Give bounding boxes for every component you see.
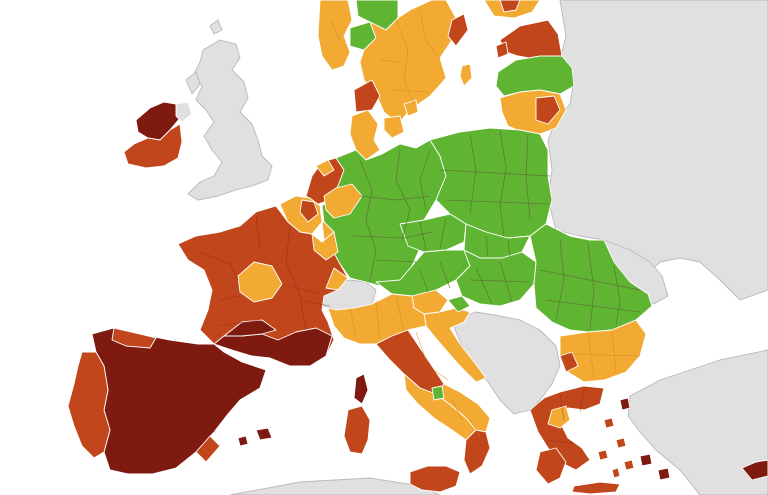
bulgaria-internal-borders	[565, 331, 641, 379]
region-turkey	[627, 349, 768, 495]
region-romania	[529, 223, 653, 333]
region-great-britain	[187, 39, 273, 201]
region-estonia	[499, 19, 563, 61]
region-portugal	[67, 351, 111, 459]
region-france-southwest-2	[223, 319, 277, 337]
region-estonia-island	[495, 41, 509, 59]
region-greece-crete	[571, 481, 621, 495]
region-cyprus-hint	[741, 459, 768, 481]
region-sardinia	[343, 405, 371, 455]
greece-internal-borders	[547, 389, 585, 445]
region-north-africa	[229, 477, 441, 495]
region-northern-ireland	[175, 101, 193, 123]
region-denmark-islands	[383, 99, 419, 139]
region-norway-south	[317, 0, 353, 71]
region-ireland-southeast	[123, 123, 183, 169]
spain-internal-borders	[107, 345, 231, 467]
region-italy-south-red	[463, 429, 491, 475]
region-hungary	[455, 249, 537, 307]
region-spain-north-red	[111, 327, 157, 349]
region-scotland-islands	[185, 19, 223, 95]
region-italy-north	[327, 293, 427, 345]
region-greece-orange	[547, 405, 571, 429]
region-sweden-east	[447, 13, 469, 47]
region-germany-orange	[323, 183, 363, 219]
region-france-east-orange	[325, 267, 349, 291]
central-internal-borders	[419, 217, 531, 305]
italy-internal-borders	[349, 295, 481, 437]
region-denmark-north	[353, 79, 381, 113]
region-finland-red	[499, 0, 521, 13]
region-belgium-red	[299, 199, 319, 223]
region-denmark	[349, 109, 381, 161]
region-lithuania-red	[535, 95, 561, 125]
region-france-northeast-orange	[311, 231, 339, 261]
region-greece-peloponnese	[535, 447, 567, 485]
region-france-centre	[237, 261, 283, 303]
region-balearic	[237, 427, 273, 447]
region-czechia	[399, 213, 467, 253]
scandinavia-internal-borders	[329, 9, 441, 105]
region-corsica	[353, 373, 369, 405]
germany-internal-borders	[351, 149, 433, 283]
region-croatia-green	[447, 295, 471, 313]
region-bulgaria-red	[559, 351, 579, 373]
region-italy-green	[431, 385, 445, 401]
region-greece-islands	[597, 417, 635, 479]
region-spain-southeast-red	[195, 435, 221, 463]
region-netherlands-orange	[315, 159, 335, 177]
region-sweden-south	[359, 0, 457, 125]
france-internal-borders	[199, 215, 331, 331]
region-greece-islands-dark	[619, 397, 671, 481]
region-latvia	[495, 55, 575, 97]
region-sicily	[409, 465, 461, 493]
romania-internal-borders	[539, 239, 641, 331]
poland-internal-borders	[439, 129, 551, 237]
region-sweden-gotland	[459, 63, 473, 87]
